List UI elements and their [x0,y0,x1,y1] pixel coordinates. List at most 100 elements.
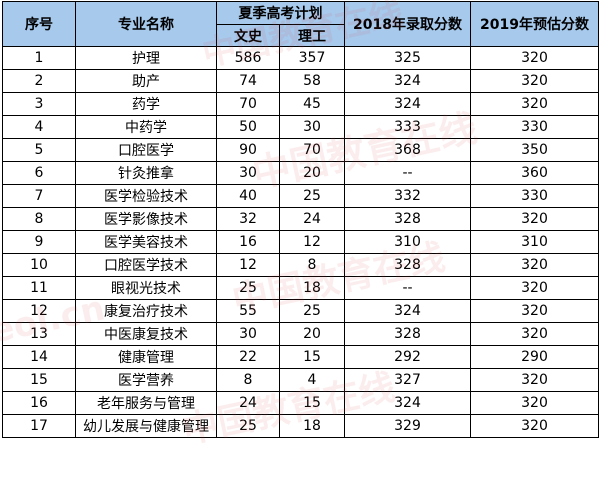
cell-plan-ligong: 70 [279,138,345,162]
cell-index: 2 [2,69,76,93]
table-row: 15 医学营养 8 4 327 320 [2,368,599,392]
cell-index: 12 [2,299,76,323]
table-row: 7 医学检验技术 40 25 332 330 [2,184,599,208]
cell-index: 3 [2,92,76,116]
cell-major: 口腔医学 [75,138,217,162]
cell-plan-ligong: 15 [279,391,345,415]
cell-major: 老年服务与管理 [75,391,217,415]
cell-score-2018: 332 [344,184,471,208]
cell-plan-ligong: 58 [279,69,345,93]
cell-score-2018: -- [344,161,471,185]
cell-plan-wenshi: 30 [216,161,280,185]
cell-plan-wenshi: 40 [216,184,280,208]
header-score-2018: 2018年录取分数 [344,1,471,47]
cell-score-2019: 350 [470,138,599,162]
admission-score-table: 序号 专业名称 夏季高考计划 2018年录取分数 2019年预估分数 文史 理工… [2,1,599,438]
cell-plan-wenshi: 586 [216,46,280,70]
cell-score-2018: 328 [344,253,471,277]
cell-score-2018: 328 [344,322,471,346]
cell-score-2019: 320 [470,322,599,346]
table-row: 6 针灸推拿 30 20 -- 360 [2,161,599,185]
cell-major: 护理 [75,46,217,70]
header-major: 专业名称 [75,1,217,47]
cell-plan-ligong: 30 [279,115,345,139]
cell-score-2019: 320 [470,276,599,300]
cell-major: 眼视光技术 [75,276,217,300]
cell-score-2019: 310 [470,230,599,254]
cell-major: 医学营养 [75,368,217,392]
cell-score-2018: 324 [344,92,471,116]
cell-major: 药学 [75,92,217,116]
cell-index: 9 [2,230,76,254]
cell-plan-ligong: 357 [279,46,345,70]
cell-score-2019: 330 [470,184,599,208]
cell-index: 14 [2,345,76,369]
cell-index: 11 [2,276,76,300]
cell-plan-wenshi: 24 [216,391,280,415]
cell-plan-ligong: 8 [279,253,345,277]
header-index: 序号 [2,1,76,47]
table-row: 1 护理 586 357 325 320 [2,46,599,70]
cell-plan-wenshi: 12 [216,253,280,277]
cell-plan-ligong: 25 [279,184,345,208]
cell-score-2018: 327 [344,368,471,392]
cell-score-2018: 333 [344,115,471,139]
cell-plan-ligong: 24 [279,207,345,231]
table-row: 13 中医康复技术 30 20 328 320 [2,322,599,346]
cell-score-2019: 320 [470,368,599,392]
cell-plan-wenshi: 22 [216,345,280,369]
cell-major: 医学影像技术 [75,207,217,231]
header-summer-plan: 夏季高考计划 [216,1,345,25]
table-row: 3 药学 70 45 324 320 [2,92,599,116]
cell-index: 15 [2,368,76,392]
cell-major: 医学检验技术 [75,184,217,208]
cell-index: 7 [2,184,76,208]
cell-plan-wenshi: 70 [216,92,280,116]
cell-score-2019: 320 [470,69,599,93]
header-score-2019: 2019年预估分数 [470,1,599,47]
cell-index: 6 [2,161,76,185]
table-row: 12 康复治疗技术 55 25 324 320 [2,299,599,323]
cell-plan-wenshi: 90 [216,138,280,162]
table-row: 9 医学美容技术 16 12 310 310 [2,230,599,254]
header-plan-wenshi: 文史 [216,24,280,47]
cell-plan-wenshi: 25 [216,276,280,300]
table-row: 8 医学影像技术 32 24 328 320 [2,207,599,231]
cell-score-2019: 320 [470,299,599,323]
cell-index: 1 [2,46,76,70]
cell-plan-ligong: 45 [279,92,345,116]
header-plan-ligong: 理工 [279,24,345,47]
cell-major: 助产 [75,69,217,93]
cell-plan-ligong: 18 [279,276,345,300]
cell-plan-ligong: 20 [279,322,345,346]
cell-plan-wenshi: 25 [216,414,280,438]
cell-plan-ligong: 4 [279,368,345,392]
cell-score-2018: 325 [344,46,471,70]
cell-plan-ligong: 12 [279,230,345,254]
cell-plan-ligong: 25 [279,299,345,323]
cell-major: 中药学 [75,115,217,139]
cell-plan-wenshi: 16 [216,230,280,254]
cell-index: 10 [2,253,76,277]
cell-index: 13 [2,322,76,346]
cell-score-2018: -- [344,276,471,300]
cell-score-2018: 328 [344,207,471,231]
cell-score-2019: 320 [470,253,599,277]
cell-score-2019: 320 [470,46,599,70]
cell-plan-wenshi: 8 [216,368,280,392]
table-body: 1 护理 586 357 325 320 2 助产 74 58 324 320 3 药学 70 45 324 32… [2,46,599,438]
cell-score-2019: 360 [470,161,599,185]
cell-major: 健康管理 [75,345,217,369]
cell-plan-ligong: 18 [279,414,345,438]
cell-major: 幼儿发展与健康管理 [75,414,217,438]
table-row: 11 眼视光技术 25 18 -- 320 [2,276,599,300]
cell-major: 针灸推拿 [75,161,217,185]
cell-index: 4 [2,115,76,139]
cell-index: 16 [2,391,76,415]
cell-score-2019: 320 [470,92,599,116]
cell-plan-wenshi: 32 [216,207,280,231]
table-row: 17 幼儿发展与健康管理 25 18 329 320 [2,414,599,438]
cell-score-2018: 292 [344,345,471,369]
cell-score-2019: 320 [470,414,599,438]
cell-score-2019: 320 [470,207,599,231]
